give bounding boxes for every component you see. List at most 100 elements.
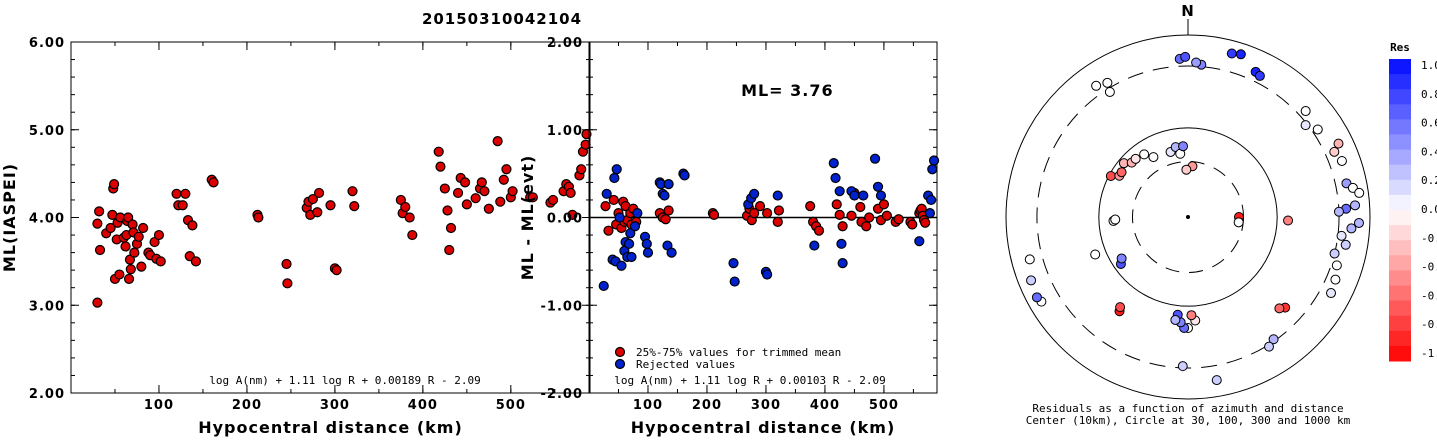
data-point [325,200,336,211]
data-point [476,177,487,188]
ml-residual-plot: 100 200 300 400 500 -2.00 -1.00 0.00 1.00 2.00 Hyp… [518,36,940,437]
data-point [312,207,323,218]
colorbar-swatch [1389,330,1411,347]
station-point [1116,253,1127,264]
data-point [281,258,292,270]
data-point [155,256,166,267]
rejected-point [834,186,845,197]
station-point [1300,120,1311,131]
station-point [1331,260,1342,271]
colorbar-tick-label: -1.0 [1421,347,1437,360]
rejected-point [828,157,839,169]
data-point [171,188,182,199]
x-tick-label: 100 [144,398,174,413]
station-point [1353,217,1364,228]
data-point [120,241,131,252]
trimmed-mean-point [813,225,825,236]
trimmed-mean-point [893,214,904,225]
trimmed-mean-point [708,209,720,220]
rejected-point [914,236,925,247]
y-tick-label: 6.00 [29,36,65,51]
x-tick-label: 300 [751,398,781,413]
data-point [282,278,293,289]
north-label: N [1181,2,1195,20]
trimmed-mean-point [660,214,671,225]
station-point [1178,141,1189,152]
data-point [507,186,518,197]
trimmed-mean-point [855,201,866,213]
rejected-point [614,212,625,223]
station-point [1104,86,1115,97]
colorbar-swatch [1389,255,1411,271]
rejected-point [837,258,848,269]
station-point [1300,106,1311,117]
rejected-point [849,190,860,201]
data-point [461,199,472,210]
colorbar-swatch [1389,89,1411,105]
colorbar-swatch [1389,300,1411,317]
data-point [479,186,490,197]
rejected-point [858,190,869,201]
data-point [129,247,140,258]
data-point [495,196,506,207]
rejected-point [924,208,936,219]
x-axis-label: Hypocentral distance (km) [198,418,463,437]
station-point [1350,200,1361,211]
rejected-point [616,260,627,271]
y-tick-label: 2.00 [29,387,65,402]
colorbar-tick-label: -0.6 [1421,289,1437,302]
ml-iaspei-plot: 100 200 300 400 500 2.00 3.00 4.00 5.00 6.00 Hypoc… [0,36,592,437]
station-point [1264,341,1275,352]
data-point [123,273,135,285]
station-point [1268,334,1279,345]
trimmed-mean-point [920,217,931,228]
data-point [253,212,264,223]
station-point [1329,146,1340,157]
colorbar-swatch [1389,285,1411,302]
y-tick-label: 1.00 [547,124,583,139]
rejected-point [679,170,690,181]
station-point [1177,361,1188,372]
data-point [498,174,509,185]
data-point [105,222,116,234]
colorbar-swatch [1389,345,1411,362]
formula-label: log A(nm) + 1.11 log R + 0.00189 R - 2.0… [209,374,481,387]
plot-frame [70,41,591,394]
trimmed-mean-point [608,194,619,206]
ml-value-label: ML= 3.76 [741,81,834,100]
data-point [177,200,188,211]
data-point [331,265,342,276]
data-point [138,222,149,234]
x-tick-label: 400 [408,398,438,413]
rejected-point [875,190,887,201]
station-point [1274,303,1285,314]
station-point [1102,77,1113,88]
station-point [1346,223,1357,234]
colorbar-swatch [1389,134,1411,151]
station-point [1283,215,1294,226]
station-point [1170,314,1181,325]
station-point [1180,51,1191,62]
y-tick-label: 4.00 [29,212,65,227]
data-point [404,212,415,223]
station-point [1031,292,1042,303]
rejected-point [611,164,622,175]
caption-line-2: Center (10km), Circle at 30, 100, 300 an… [1026,414,1351,427]
station-point [1024,254,1035,265]
rejected-point [926,194,937,206]
station-point [1226,48,1237,59]
trimmed-mean-point [773,205,785,216]
rejected-point [749,188,760,199]
y-tick-label: 3.00 [29,299,65,314]
x-tick-label: 500 [496,398,526,413]
colorbar-tick-label: 0.0 [1421,203,1437,216]
data-point [208,177,219,188]
rejected-point [836,238,847,249]
rejected-point [632,208,643,219]
rejected-point [641,238,652,249]
colorbar-swatch [1389,210,1411,226]
colorbar-swatch [1389,149,1411,166]
colorbar-swatch [1389,225,1411,241]
center-dot [1186,215,1190,219]
